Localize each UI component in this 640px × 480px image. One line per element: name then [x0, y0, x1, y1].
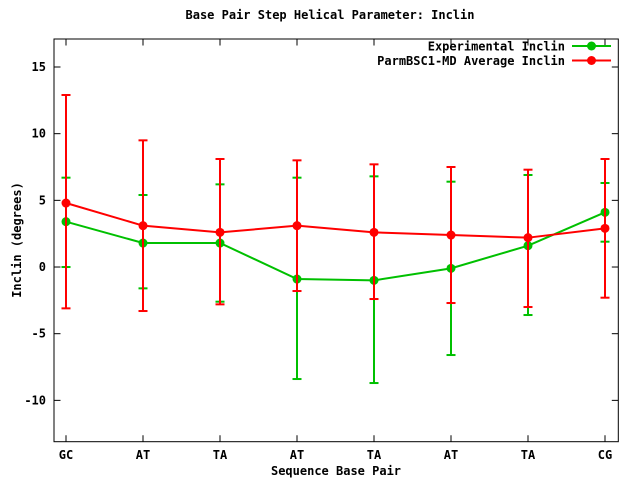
plot-border	[53, 38, 619, 443]
series-parmbsc1-line	[65, 202, 606, 239]
legend-label-parmbsc1: ParmBSC1-MD Average Inclin	[377, 54, 565, 68]
series-parmbsc1-data-point	[523, 233, 533, 243]
series-parmbsc1-data-point	[446, 230, 456, 240]
x-tick-label: TA	[367, 448, 382, 462]
x-axis-label: Sequence Base Pair	[271, 464, 401, 478]
legend-point-marker-icon	[587, 41, 596, 51]
plot-area: -10 -5 0 5 10 15 GC AT TA AT TA AT TA CG	[24, 38, 619, 462]
y-tick-label: 0	[39, 260, 46, 274]
series-parmbsc1-data-point	[292, 221, 302, 231]
legend-point-marker-icon	[587, 56, 596, 65]
series-parmbsc1-data-point	[138, 221, 148, 231]
y-tick-label: 5	[39, 193, 46, 207]
series-parmbsc1-data-point	[61, 198, 71, 208]
x-tick-label: AT	[444, 448, 458, 462]
legend-entry-experimental: Experimental Inclin	[428, 40, 611, 54]
y-tick-label: 15	[32, 60, 46, 74]
x-tick-label: TA	[213, 448, 228, 462]
series-parmbsc1-data-point	[369, 227, 379, 237]
series-parmbsc1-data-point	[215, 227, 225, 237]
y-tick-label: -5	[32, 327, 46, 341]
chart-title: Base Pair Step Helical Parameter: Inclin	[186, 8, 475, 22]
legend-entry-parmbsc1: ParmBSC1-MD Average Inclin	[377, 54, 611, 68]
series-experimental-line	[65, 211, 606, 282]
legend: Experimental Inclin ParmBSC1-MD Average …	[377, 40, 611, 68]
x-tick-label: GC	[59, 448, 73, 462]
x-tick-label: AT	[136, 448, 150, 462]
y-tick-label: -10	[24, 393, 46, 407]
y-tick-label: 10	[32, 127, 46, 141]
x-tick-label: AT	[290, 448, 304, 462]
x-tick-label: CG	[598, 448, 612, 462]
legend-label-experimental: Experimental Inclin	[428, 40, 565, 54]
y-axis-label: Inclin (degrees)	[10, 182, 24, 298]
x-tick-label: TA	[521, 448, 536, 462]
series-parmbsc1-data-point	[600, 223, 610, 233]
